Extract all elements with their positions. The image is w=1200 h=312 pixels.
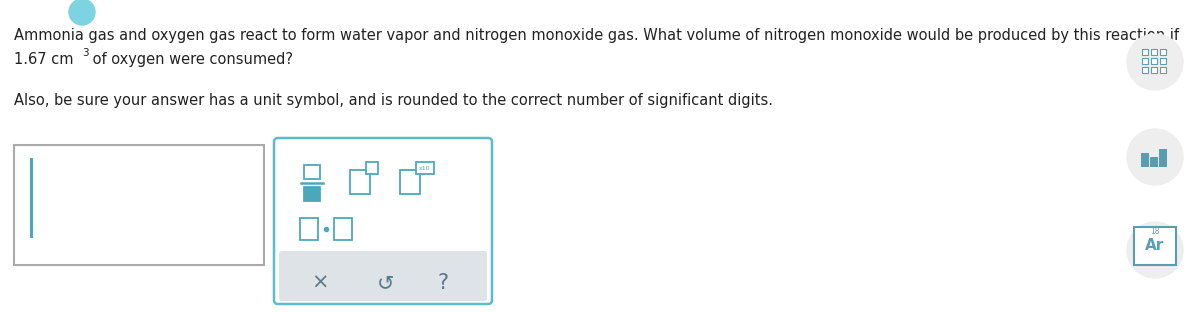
- Bar: [416, 162, 434, 174]
- Bar: [304, 165, 320, 179]
- Circle shape: [1127, 129, 1183, 185]
- Text: 1.67 cm: 1.67 cm: [14, 52, 73, 67]
- FancyBboxPatch shape: [14, 145, 264, 265]
- Bar: [30, 158, 34, 238]
- Bar: [1141, 153, 1150, 167]
- Bar: [1160, 49, 1166, 55]
- Bar: [1160, 67, 1166, 73]
- Circle shape: [1127, 34, 1183, 90]
- Text: Also, be sure your answer has a unit symbol, and is rounded to the correct numbe: Also, be sure your answer has a unit sym…: [14, 93, 773, 108]
- FancyBboxPatch shape: [274, 138, 492, 304]
- Bar: [1151, 58, 1157, 64]
- Bar: [1151, 67, 1157, 73]
- Circle shape: [70, 0, 95, 25]
- Bar: [366, 162, 378, 174]
- Bar: [400, 170, 420, 194]
- Bar: [304, 187, 320, 201]
- FancyBboxPatch shape: [1134, 227, 1176, 265]
- Bar: [1159, 149, 1166, 167]
- Bar: [334, 218, 352, 240]
- Circle shape: [1127, 222, 1183, 278]
- Bar: [1142, 67, 1148, 73]
- Bar: [300, 218, 318, 240]
- Text: ×: ×: [311, 273, 329, 293]
- Text: $\circlearrowleft$: $\circlearrowleft$: [372, 273, 394, 293]
- FancyBboxPatch shape: [278, 251, 487, 301]
- Bar: [1142, 58, 1148, 64]
- Bar: [1150, 157, 1158, 167]
- Bar: [1151, 49, 1157, 55]
- Bar: [1142, 49, 1148, 55]
- Text: ?: ?: [438, 273, 449, 293]
- Text: x10: x10: [419, 165, 431, 170]
- Bar: [1160, 58, 1166, 64]
- Text: 18: 18: [1151, 227, 1159, 236]
- Text: of oxygen were consumed?: of oxygen were consumed?: [88, 52, 293, 67]
- Text: 3: 3: [82, 48, 89, 58]
- Text: Ammonia gas and oxygen gas react to form water vapor and nitrogen monoxide gas. : Ammonia gas and oxygen gas react to form…: [14, 28, 1178, 43]
- Text: Ar: Ar: [1145, 237, 1165, 252]
- Bar: [350, 170, 370, 194]
